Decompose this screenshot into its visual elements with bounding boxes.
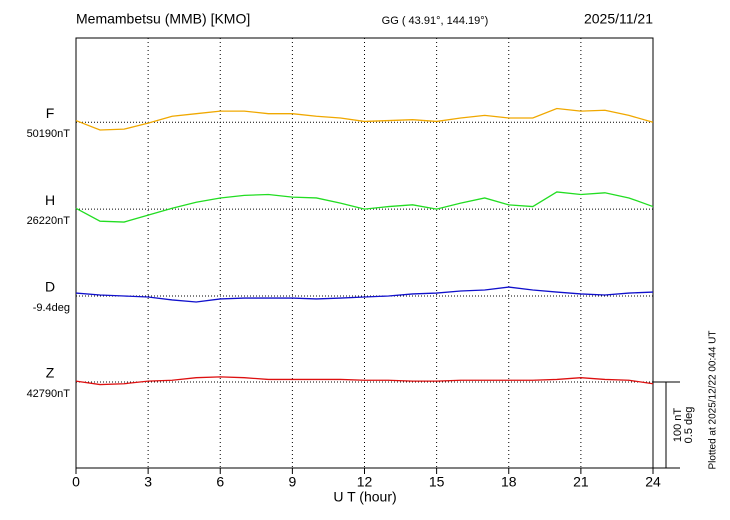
series-name: Z <box>46 365 55 381</box>
x-tick-label: 6 <box>216 474 224 490</box>
baseline-label: 42790nT <box>27 388 71 400</box>
x-tick-label: 3 <box>144 474 152 490</box>
baseline-label: 50190nT <box>27 128 71 140</box>
scale-label: 100 nT <box>672 408 684 443</box>
chart-subtitle: GG ( 43.91°, 144.19°) <box>382 15 489 27</box>
x-axis-label: U T (hour) <box>333 489 396 505</box>
x-tick-label: 0 <box>72 474 80 490</box>
chart-date: 2025/11/21 <box>584 11 653 27</box>
x-tick-label: 24 <box>645 474 661 490</box>
chart-title: Memambetsu (MMB) [KMO] <box>76 11 250 27</box>
x-tick-label: 15 <box>429 474 445 490</box>
series-name: H <box>45 192 55 208</box>
trace <box>75 107 654 131</box>
series-name: D <box>45 279 55 295</box>
plot-note: Plotted at 2025/12/22 00:44 UT <box>708 331 719 470</box>
x-tick-label: 12 <box>357 474 373 490</box>
trace <box>75 191 654 223</box>
x-tick-label: 21 <box>573 474 589 490</box>
scale-label: 0.5 deg <box>683 407 695 444</box>
baseline-label: 26220nT <box>27 215 71 227</box>
series-name: F <box>46 105 55 121</box>
trace <box>75 286 654 303</box>
baseline-label: -9.4deg <box>33 302 70 314</box>
trace <box>75 376 654 386</box>
x-tick-label: 18 <box>501 474 517 490</box>
x-tick-label: 9 <box>288 474 296 490</box>
